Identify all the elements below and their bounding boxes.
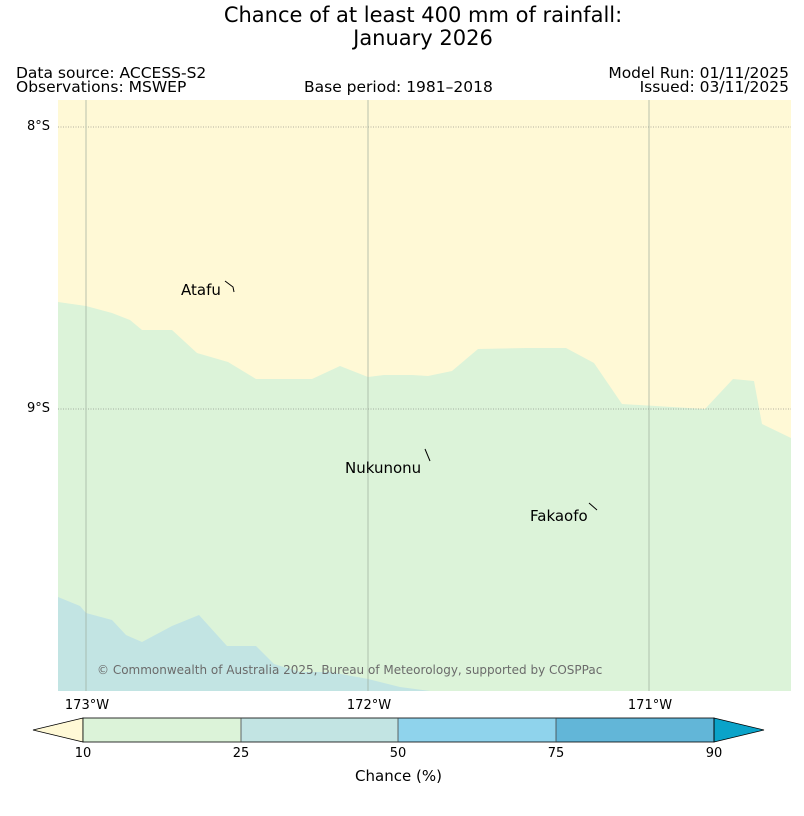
place-label-atafu: Atafu — [181, 281, 221, 299]
colorbar-under-arrow — [32, 717, 84, 743]
data-source-text: Data source: ACCESS-S2 — [16, 64, 207, 82]
band-10-25 — [58, 302, 791, 691]
observations-text: Observations: MSWEP — [16, 78, 187, 96]
map-plot-area — [58, 100, 791, 691]
colorbar-50-75 — [398, 718, 556, 742]
fakaofo-coastline — [588, 502, 598, 511]
colorbar-over-arrow — [713, 717, 765, 743]
lon-label-172W: 172°W — [346, 698, 392, 713]
model-run-text: Model Run: 01/11/2025 — [608, 64, 789, 82]
nukunonu-coastline — [424, 448, 431, 462]
base-period-text: Base period: 1981–2018 — [304, 78, 493, 96]
lat-label-9S: 9°S — [27, 401, 51, 416]
place-label-nukunonu: Nukunonu — [345, 459, 422, 477]
chart-title-line1: Chance of at least 400 mm of rainfall: — [223, 3, 623, 27]
atafu-coastline — [224, 280, 235, 293]
colorbar-25-50 — [241, 718, 398, 742]
colorbar-label: Chance (%) — [355, 767, 442, 785]
colorbar-outline — [82, 717, 715, 743]
colorbar-tick-75: 75 — [547, 746, 565, 761]
band-25-50 — [58, 597, 430, 691]
lat-label-8S: 8°S — [27, 119, 51, 134]
colorbar-tick-50: 50 — [389, 746, 407, 761]
issued-text: Issued: 03/11/2025 — [639, 78, 789, 96]
colorbar — [32, 717, 765, 743]
colorbar-tick-90: 90 — [705, 746, 723, 761]
copyright-notice: © Commonwealth of Australia 2025, Bureau… — [97, 663, 603, 677]
chart-title-line2: January 2026 — [353, 26, 493, 50]
colorbar-10-25 — [83, 718, 241, 742]
lon-label-173W: 173°W — [64, 698, 110, 713]
lon-label-171W: 171°W — [627, 698, 673, 713]
place-label-fakaofo: Fakaofo — [530, 507, 588, 525]
colorbar-75-90 — [556, 718, 714, 742]
colorbar-tick-25: 25 — [232, 746, 250, 761]
colorbar-tick-10: 10 — [74, 746, 92, 761]
